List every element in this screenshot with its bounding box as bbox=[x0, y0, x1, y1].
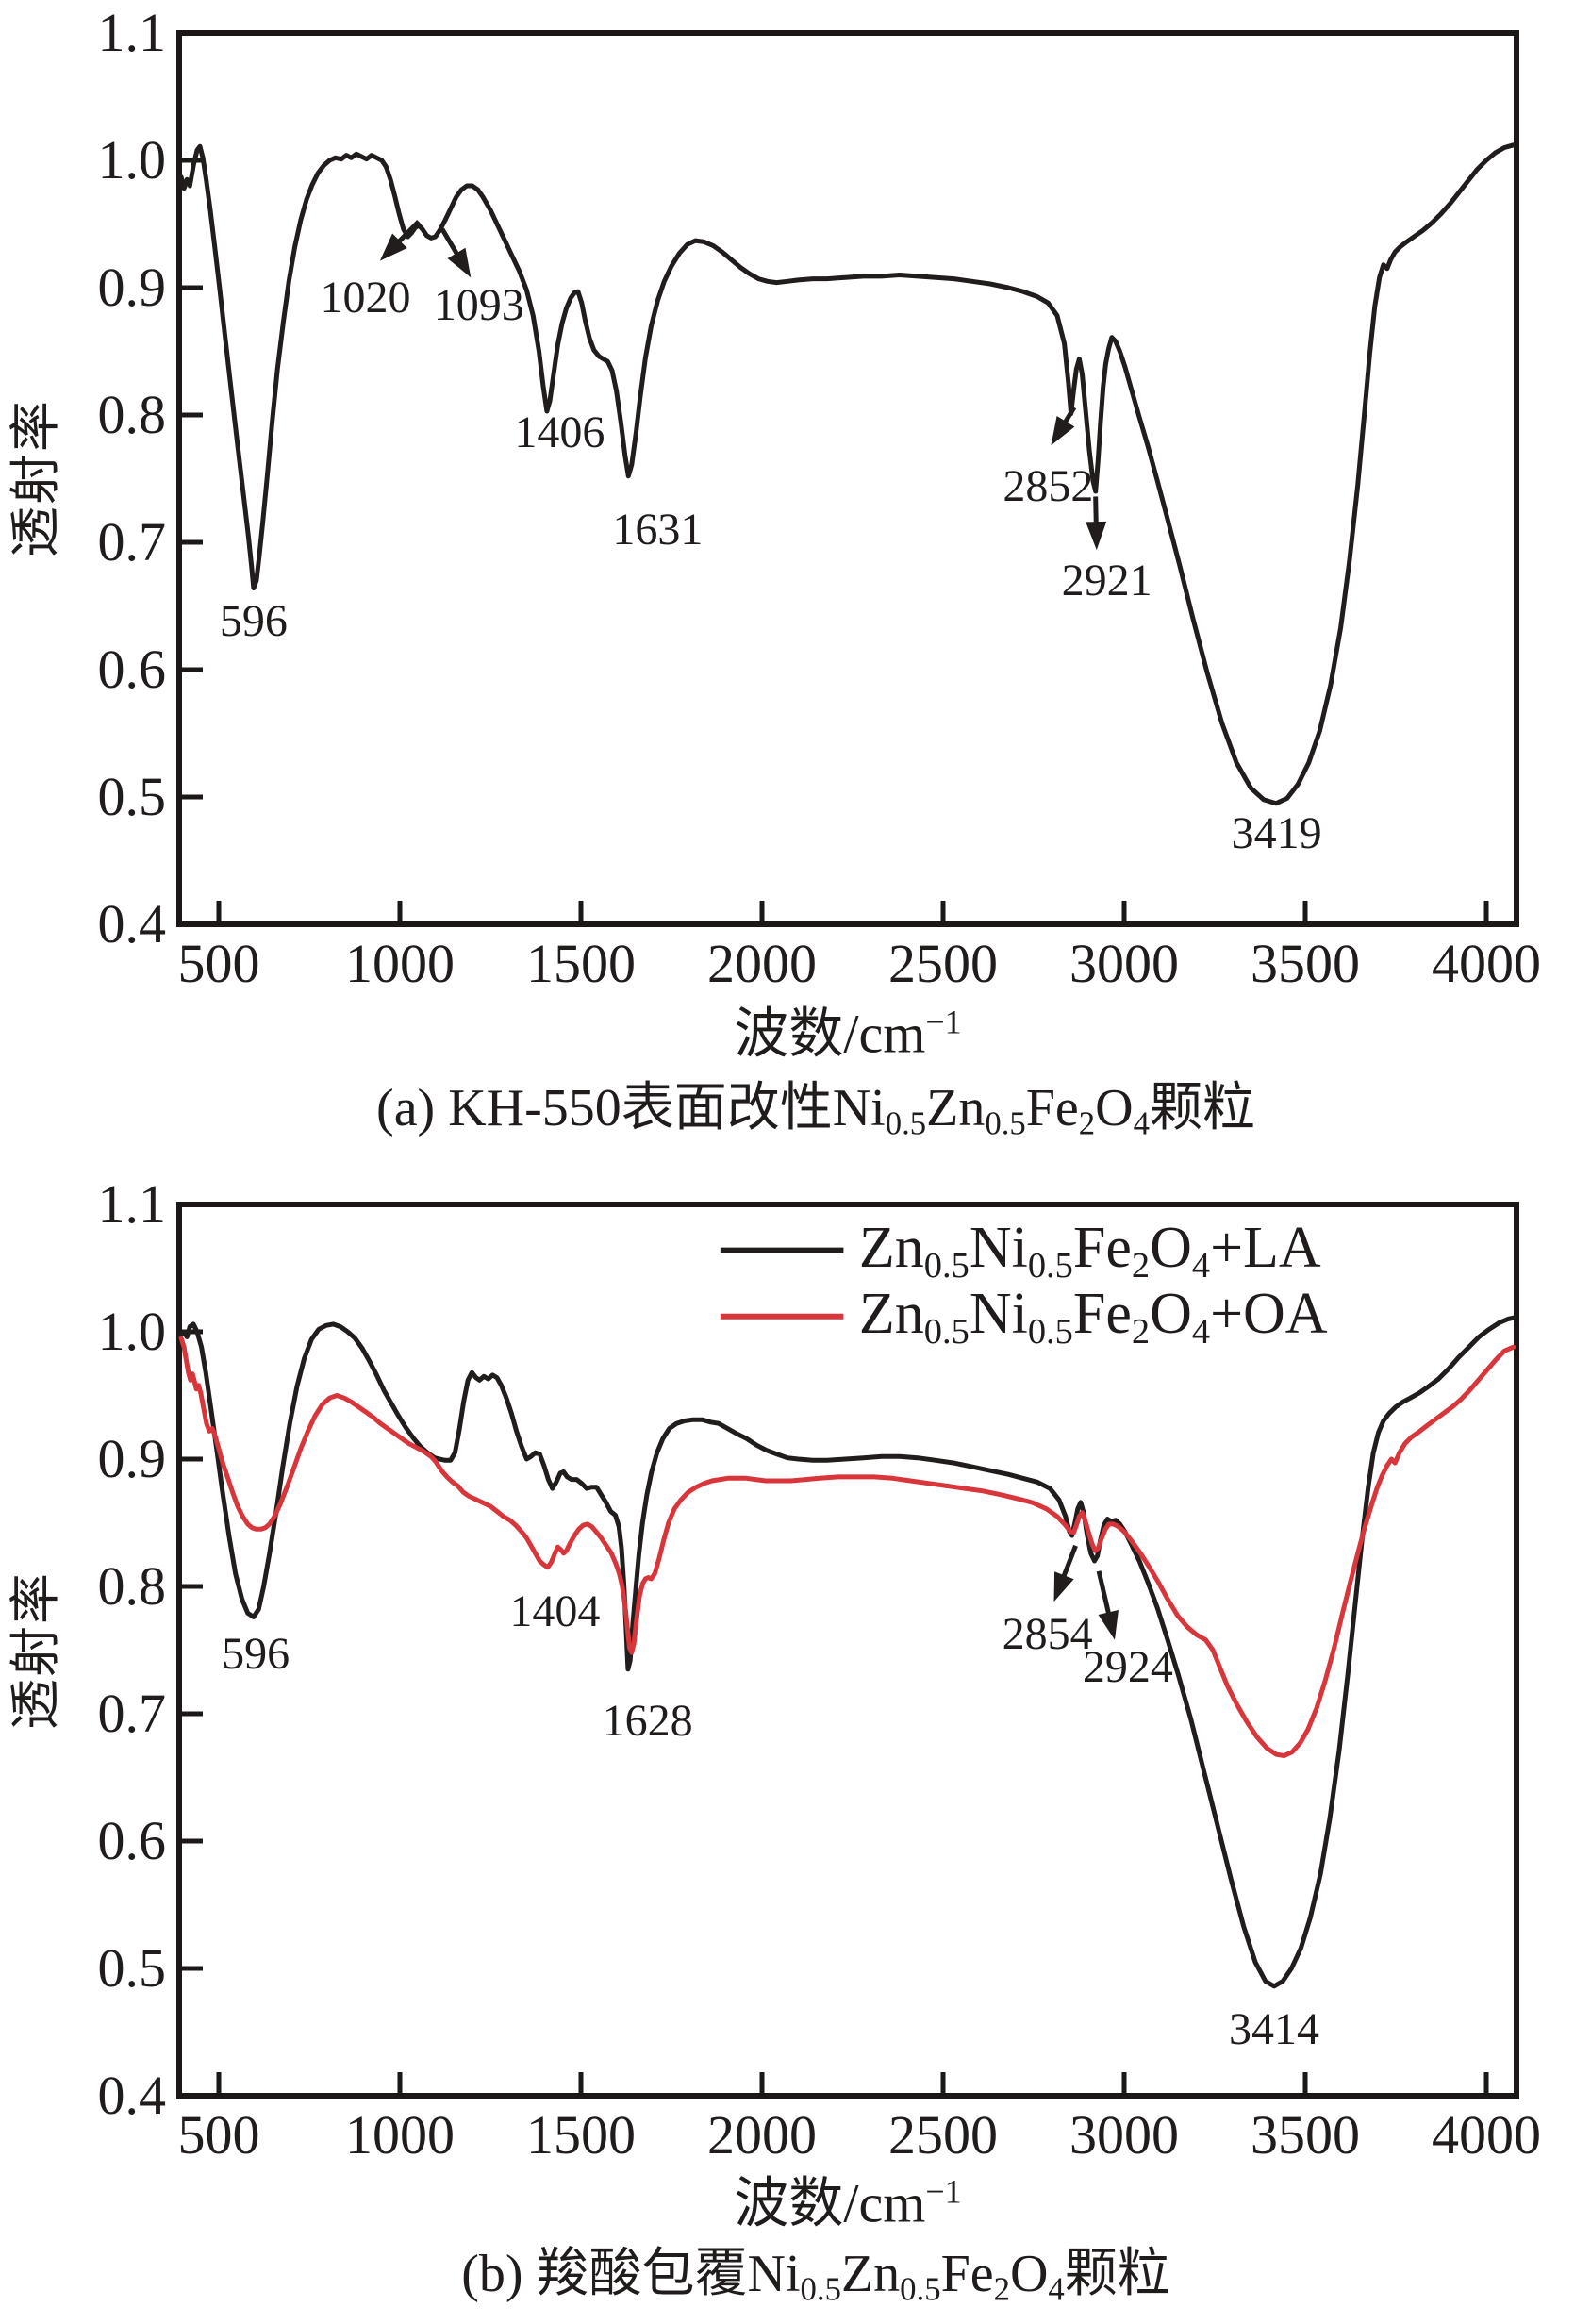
x-tick-label: 3000 bbox=[1069, 933, 1179, 994]
peak-label: 1020 bbox=[320, 272, 411, 323]
plot-box-panel-a bbox=[176, 30, 1519, 927]
peak-label: 2921 bbox=[1061, 555, 1152, 606]
plot-box-panel-b bbox=[176, 1202, 1519, 2099]
peak-label: 2924 bbox=[1082, 1642, 1173, 1693]
x-tick-label: 2000 bbox=[707, 933, 817, 994]
y-tick-label: 0.6 bbox=[97, 639, 167, 700]
annotation-arrowhead bbox=[1051, 416, 1075, 446]
y-tick-label: 0.6 bbox=[97, 1810, 167, 1871]
x-tick-label: 500 bbox=[177, 2104, 260, 2166]
panel-caption-b: (b) 羧酸包覆Ni0.5Zn0.5Fe2O4颗粒 bbox=[461, 2244, 1170, 2308]
peak-label: 1631 bbox=[612, 504, 704, 555]
x-tick-label: 3500 bbox=[1251, 2104, 1360, 2166]
y-tick-label: 0.4 bbox=[97, 2065, 167, 2126]
y-tick-label: 0.4 bbox=[97, 893, 167, 954]
peak-label: 2852 bbox=[1003, 460, 1094, 511]
annotation-arrowhead bbox=[379, 233, 407, 261]
annotation-arrowhead bbox=[1098, 1609, 1119, 1640]
x-tick-label: 500 bbox=[177, 933, 260, 994]
annotation-arrowhead bbox=[1086, 521, 1107, 551]
y-tick-label: 1.0 bbox=[97, 1301, 167, 1362]
annotation-arrowhead bbox=[447, 247, 472, 278]
x-tick-label: 1500 bbox=[526, 2104, 636, 2166]
y-tick-label: 1.1 bbox=[97, 1173, 167, 1235]
y-tick-label: 0.8 bbox=[97, 384, 167, 445]
y-tick-label: 1.1 bbox=[97, 2, 167, 63]
peak-label: 1628 bbox=[602, 1696, 693, 1747]
y-tick-label: 0.8 bbox=[97, 1555, 167, 1617]
peak-label: 596 bbox=[219, 595, 288, 646]
legend-label-0: Zn0.5Ni0.5Fe2O4+LA bbox=[858, 1215, 1321, 1286]
y-tick-label: 0.7 bbox=[97, 511, 167, 573]
x-tick-label: 1000 bbox=[345, 2104, 455, 2166]
x-tick-label: 4000 bbox=[1432, 2104, 1541, 2166]
x-tick-label: 4000 bbox=[1432, 933, 1541, 994]
peak-label: 1406 bbox=[514, 407, 605, 457]
y-axis-label: 透射率 bbox=[8, 399, 64, 557]
x-tick-label: 2500 bbox=[888, 933, 998, 994]
x-tick-label: 1500 bbox=[526, 933, 636, 994]
peak-label: 596 bbox=[222, 1628, 290, 1679]
y-tick-label: 0.7 bbox=[97, 1683, 167, 1744]
y-tick-label: 0.5 bbox=[97, 766, 167, 827]
y-tick-label: 0.5 bbox=[97, 1937, 167, 1999]
spectrum-curve-b-1 bbox=[178, 1336, 1516, 1758]
peak-label: 1093 bbox=[433, 279, 524, 330]
peak-label: 3419 bbox=[1231, 808, 1322, 859]
x-tick-label: 3500 bbox=[1251, 933, 1360, 994]
y-tick-label: 0.9 bbox=[97, 1428, 167, 1489]
x-tick-label: 2500 bbox=[888, 2104, 998, 2166]
x-axis-label: 波数/cm−1 bbox=[734, 1003, 962, 1065]
annotation-arrow bbox=[1096, 1570, 1113, 1620]
y-axis-label: 透射率 bbox=[8, 1571, 64, 1730]
legend-label-1: Zn0.5Ni0.5Fe2O4+OA bbox=[858, 1281, 1328, 1352]
peak-label: 1404 bbox=[509, 1586, 601, 1636]
panel-caption-a: (a) KH-550表面改性Ni0.5Zn0.5Fe2O4颗粒 bbox=[376, 1078, 1255, 1142]
annotation-arrowhead bbox=[1053, 1571, 1074, 1602]
peak-label: 3414 bbox=[1228, 2003, 1319, 2054]
x-tick-label: 2000 bbox=[707, 2104, 817, 2166]
spectrum-curve-b-0 bbox=[178, 1315, 1516, 1989]
x-axis-label: 波数/cm−1 bbox=[734, 2172, 962, 2234]
x-tick-label: 3000 bbox=[1069, 2104, 1179, 2166]
spectrum-curve-a-0 bbox=[178, 142, 1516, 806]
y-tick-label: 1.0 bbox=[97, 129, 167, 191]
x-tick-label: 1000 bbox=[345, 933, 455, 994]
y-tick-label: 0.9 bbox=[97, 257, 167, 318]
peak-label: 2854 bbox=[1002, 1609, 1093, 1660]
